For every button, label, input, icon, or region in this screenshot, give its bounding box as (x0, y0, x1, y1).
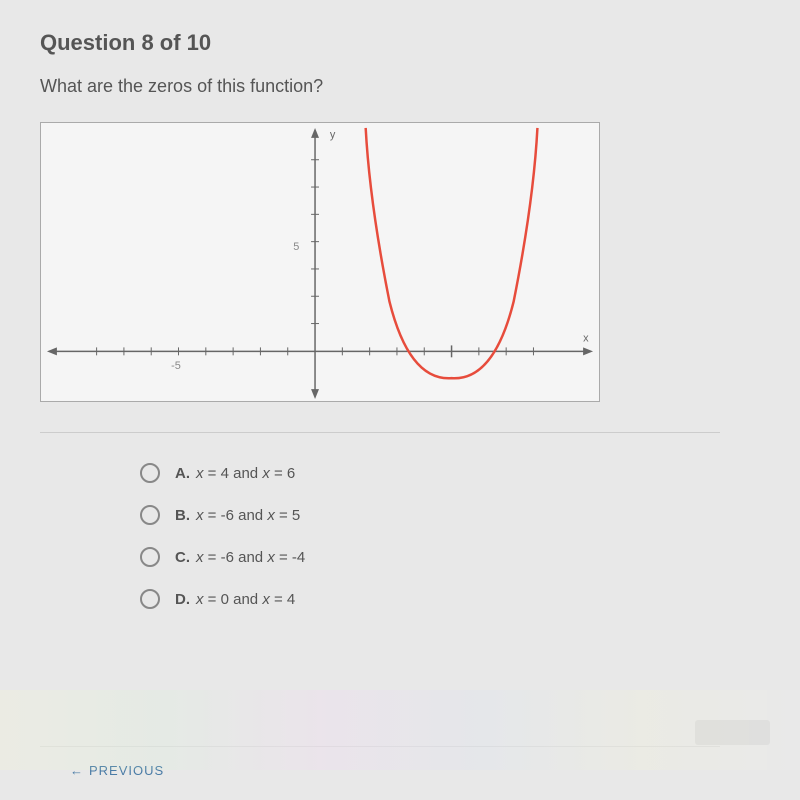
option-d-letter: D. (175, 591, 190, 608)
radio-a[interactable] (140, 463, 160, 483)
parabola-curve (366, 128, 538, 378)
x-tick-neg5-label: -5 (171, 360, 181, 372)
radio-d[interactable] (140, 589, 160, 609)
arrow-left-icon: ← (70, 763, 84, 778)
x-axis-arrow-right (583, 347, 593, 355)
divider (40, 432, 720, 433)
option-c-letter: C. (175, 549, 190, 566)
answer-options: A. x = 4 and x = 6 B. x = -6 and x = 5 C… (40, 463, 760, 609)
option-d-text: x = 0 and x = 4 (196, 591, 295, 608)
radio-c[interactable] (140, 547, 160, 567)
radio-b[interactable] (140, 505, 160, 525)
option-d[interactable]: D. x = 0 and x = 4 (140, 589, 760, 609)
question-prompt: What are the zeros of this function? (40, 76, 760, 97)
previous-label: PREVIOUS (89, 763, 164, 778)
graph-svg: y x 5 -5 (41, 123, 599, 401)
x-axis-arrow-left (47, 347, 57, 355)
x-axis-label: x (583, 332, 589, 344)
option-b-letter: B. (175, 507, 190, 524)
option-b-text: x = -6 and x = 5 (196, 507, 300, 524)
option-c-text: x = -6 and x = -4 (196, 549, 305, 566)
option-a-letter: A. (175, 465, 190, 482)
question-header: Question 8 of 10 (40, 30, 760, 56)
submit-button[interactable] (695, 720, 770, 745)
previous-button[interactable]: ← PREVIOUS (40, 763, 164, 778)
y-axis-arrow-down (311, 389, 319, 399)
bottom-nav: ← PREVIOUS (40, 746, 720, 780)
option-a-text: x = 4 and x = 6 (196, 465, 295, 482)
option-a[interactable]: A. x = 4 and x = 6 (140, 463, 760, 483)
function-graph: y x 5 -5 (40, 122, 600, 402)
y-axis-arrow-up (311, 128, 319, 138)
option-b[interactable]: B. x = -6 and x = 5 (140, 505, 760, 525)
y-axis-label: y (330, 129, 336, 141)
y-tick-5-label: 5 (293, 241, 299, 253)
option-c[interactable]: C. x = -6 and x = -4 (140, 547, 760, 567)
